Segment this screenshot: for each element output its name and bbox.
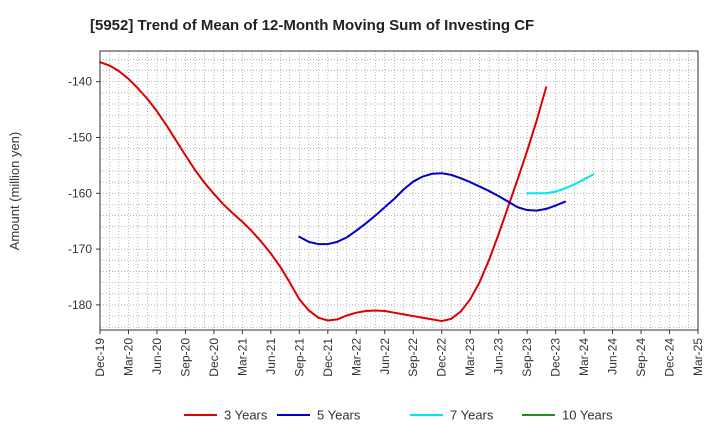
x-tick-label: Dec-20 bbox=[207, 338, 221, 377]
x-tick-label: Jun-22 bbox=[378, 338, 392, 375]
x-tick-label: Jun-24 bbox=[606, 338, 620, 375]
chart-title: [5952] Trend of Mean of 12-Month Moving … bbox=[90, 17, 534, 34]
series-line-7-years bbox=[526, 173, 595, 195]
y-tick-label: -160 bbox=[68, 186, 92, 200]
x-tick-label: Sep-21 bbox=[292, 338, 306, 377]
y-axis-label: Amount (million yen) bbox=[7, 132, 22, 251]
x-axis: Dec-19 Mar-20 Jun-20 Sep-20 Dec-20 Mar-21 Jun-… bbox=[93, 330, 705, 377]
x-tick-label: Mar-25 bbox=[691, 338, 705, 376]
x-tick-label: Sep-22 bbox=[406, 338, 420, 377]
x-tick-label: Mar-20 bbox=[121, 338, 135, 376]
x-tick-label: Sep-24 bbox=[634, 338, 648, 377]
x-tick-label: Jun-23 bbox=[492, 338, 506, 375]
x-tick-label: Dec-23 bbox=[549, 338, 563, 377]
legend-label: 7 Years bbox=[450, 408, 494, 423]
x-tick-label: Mar-21 bbox=[235, 338, 249, 376]
legend-label: 3 Years bbox=[224, 408, 268, 423]
x-tick-label: Mar-22 bbox=[349, 338, 363, 376]
x-tick-label: Sep-23 bbox=[520, 338, 534, 377]
x-tick-label: Dec-22 bbox=[435, 338, 449, 377]
y-tick-label: -170 bbox=[68, 242, 92, 256]
series-line-3-years bbox=[99, 61, 548, 323]
series-layer bbox=[99, 61, 595, 323]
x-tick-label: Mar-24 bbox=[577, 338, 591, 376]
x-tick-label: Jun-20 bbox=[150, 338, 164, 375]
legend: 3 Years 5 Years 7 Years 10 Years bbox=[184, 408, 613, 423]
y-tick-label: -140 bbox=[68, 75, 92, 89]
y-axis: -140 -150 -160 -170 -180 bbox=[68, 75, 100, 312]
y-tick-label: -180 bbox=[68, 298, 92, 312]
series-line-5-years bbox=[298, 172, 567, 246]
legend-label: 10 Years bbox=[562, 408, 613, 423]
x-tick-label: Dec-24 bbox=[663, 338, 677, 377]
y-tick-label: -150 bbox=[68, 130, 92, 144]
x-tick-label: Sep-20 bbox=[178, 338, 192, 377]
plot-area bbox=[100, 51, 698, 330]
x-tick-label: Mar-23 bbox=[463, 338, 477, 376]
legend-label: 5 Years bbox=[317, 408, 361, 423]
x-tick-label: Jun-21 bbox=[264, 338, 278, 375]
x-tick-label: Dec-19 bbox=[93, 338, 107, 377]
plot-frame bbox=[99, 50, 699, 331]
grid bbox=[100, 51, 698, 330]
x-tick-label: Dec-21 bbox=[321, 338, 335, 377]
